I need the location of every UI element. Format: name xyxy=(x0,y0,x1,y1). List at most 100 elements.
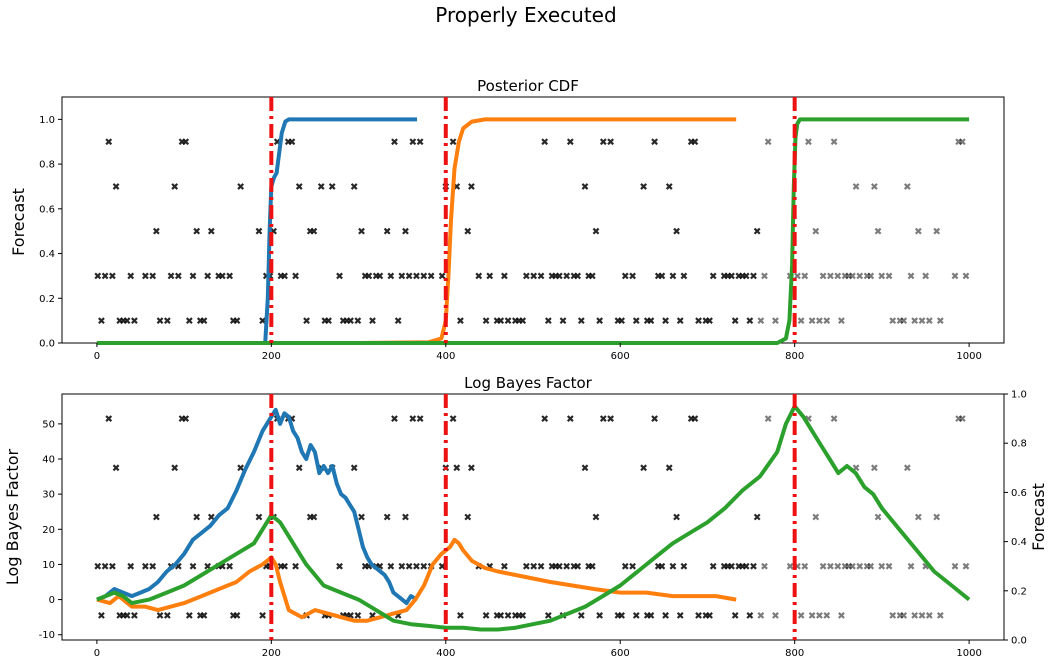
forecast-marker xyxy=(544,612,552,619)
x-tick-label: 600 xyxy=(611,648,630,659)
forecast-marker xyxy=(537,562,545,570)
forecast-marker xyxy=(544,317,552,325)
forecast-marker xyxy=(457,317,464,325)
forecast-marker xyxy=(354,317,362,325)
forecast-marker xyxy=(885,272,893,280)
forecast-marker xyxy=(925,317,933,325)
forecast-marker xyxy=(204,272,212,280)
forecast-marker xyxy=(669,272,677,280)
forecast-marker xyxy=(398,562,406,570)
forecast-marker xyxy=(112,464,120,472)
forecast-marker xyxy=(933,227,941,235)
forecast-marker xyxy=(640,464,647,472)
forecast-marker xyxy=(962,272,970,280)
forecast-marker xyxy=(325,317,332,325)
forecast-markers xyxy=(94,415,970,619)
forecast-marker xyxy=(259,317,266,325)
forecast-marker xyxy=(607,138,615,146)
forecast-marker xyxy=(530,272,538,280)
y-tick-label: 0.6 xyxy=(39,204,55,215)
forecast-marker xyxy=(501,562,508,570)
forecast-marker xyxy=(838,612,845,619)
forecast-marker xyxy=(706,612,713,619)
x-tick-label: 400 xyxy=(436,648,455,659)
forecast-marker xyxy=(889,612,897,619)
forecast-marker xyxy=(566,415,574,422)
forecast-marker xyxy=(951,272,959,280)
forecast-marker xyxy=(420,272,428,280)
forecast-marker xyxy=(599,415,607,422)
forecast-marker xyxy=(827,272,834,280)
forecast-marker xyxy=(750,272,757,280)
forecast-marker xyxy=(193,513,201,521)
forecast-marker xyxy=(413,562,420,570)
forecast-marker xyxy=(142,562,149,570)
forecast-marker xyxy=(621,272,629,280)
forecast-marker xyxy=(577,317,585,325)
forecast-marker xyxy=(255,513,263,521)
forecast-marker xyxy=(383,227,391,235)
forecast-marker xyxy=(193,227,201,235)
forecast-marker xyxy=(607,415,615,422)
forecast-marker xyxy=(541,415,549,422)
forecast-marker xyxy=(156,317,164,325)
forecast-marker xyxy=(673,227,680,235)
forecast-marker xyxy=(797,317,805,325)
forecast-marker xyxy=(387,562,395,570)
forecast-marker xyxy=(482,612,490,619)
forecast-marker xyxy=(226,272,234,280)
forecast-marker xyxy=(416,138,424,146)
forecast-marker xyxy=(295,183,303,190)
forecast-marker xyxy=(464,513,472,521)
forecast-marker xyxy=(303,317,310,325)
forecast-marker xyxy=(464,227,472,235)
forecast-marker xyxy=(233,317,241,325)
forecast-marker xyxy=(838,317,845,325)
forecast-marker xyxy=(871,464,878,472)
forecast-marker xyxy=(109,272,116,280)
forecast-marker xyxy=(823,612,831,619)
forecast-marker xyxy=(936,612,944,619)
forecast-marker xyxy=(728,272,735,280)
forecast-marker xyxy=(555,562,563,570)
forecast-marker xyxy=(618,317,625,325)
forecast-marker xyxy=(903,464,911,472)
x-tick-label: 0 xyxy=(94,648,100,659)
forecast-marker xyxy=(457,612,464,619)
y-right-tick-label: 1.0 xyxy=(1011,390,1027,401)
forecast-marker xyxy=(259,612,266,619)
forecast-marker xyxy=(933,513,941,521)
forecast-marker xyxy=(185,317,193,325)
forecast-marker xyxy=(501,272,508,280)
forecast-marker xyxy=(449,138,457,146)
forecast-marker xyxy=(812,227,820,235)
forecast-marker xyxy=(200,612,208,619)
forecast-marker xyxy=(867,272,875,280)
forecast-marker xyxy=(651,415,658,422)
forecast-marker xyxy=(849,562,856,570)
forecast-marker xyxy=(907,562,915,570)
forecast-marker xyxy=(152,513,160,521)
y-tick-label: 30 xyxy=(42,490,55,501)
forecast-marker xyxy=(695,612,702,619)
forecast-marker xyxy=(911,612,919,619)
forecast-marker xyxy=(541,138,549,146)
forecast-marker xyxy=(812,513,820,521)
forecast-marker xyxy=(233,612,241,619)
forecast-marker xyxy=(566,138,574,146)
forecast-marker xyxy=(182,415,190,422)
series-line-3 xyxy=(96,404,971,632)
forecast-marker xyxy=(149,272,157,280)
forecast-marker xyxy=(676,612,684,619)
forecast-marker xyxy=(182,138,190,146)
forecast-marker xyxy=(163,317,171,325)
forecast-marker xyxy=(127,562,135,570)
forecast-marker xyxy=(808,612,816,619)
forecast-marker xyxy=(951,562,959,570)
forecast-marker xyxy=(914,227,922,235)
y-tick-label: 50 xyxy=(42,419,55,430)
forecast-marker xyxy=(621,562,629,570)
forecast-marker xyxy=(281,562,288,570)
forecast-marker xyxy=(559,317,567,325)
forecast-marker xyxy=(391,138,398,146)
